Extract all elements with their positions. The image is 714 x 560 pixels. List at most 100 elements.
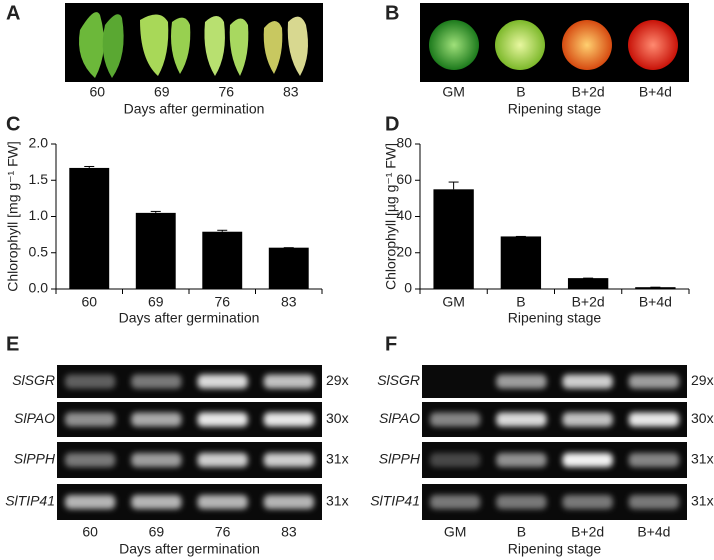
gel-band — [496, 412, 547, 427]
panel-letter: D — [385, 113, 399, 135]
x-axis-title: Days after germination — [119, 310, 260, 326]
gel-band — [562, 495, 613, 509]
cycle-label: 31x — [691, 493, 714, 509]
gene-label: SlSGR — [377, 372, 420, 388]
cycle-label: 29x — [326, 372, 349, 388]
photo-label: GM — [442, 84, 465, 100]
gel-band — [628, 412, 679, 427]
bar — [635, 287, 676, 289]
lane-label: 60 — [82, 524, 98, 540]
gene-label: SlSGR — [12, 372, 55, 388]
gel-band — [131, 495, 182, 509]
photo-label: B+4d — [639, 84, 672, 100]
lane-label: B — [517, 524, 526, 540]
bar — [69, 167, 110, 289]
gel-band — [628, 453, 679, 467]
y-tick-label: 1.0 — [29, 207, 49, 223]
y-tick-label: 0.5 — [29, 243, 49, 259]
cycle-label: 30x — [691, 410, 714, 426]
lane-label: B+4d — [637, 524, 670, 540]
x-tick-label: 83 — [281, 294, 297, 310]
gel-band — [131, 453, 182, 467]
gel-band — [263, 374, 314, 389]
gel-band — [430, 495, 481, 509]
cycle-label: 31x — [326, 451, 349, 467]
bar — [500, 236, 542, 289]
y-tick-label: 20 — [396, 243, 412, 259]
y-tick-label: 60 — [396, 171, 412, 187]
gene-label: SlTIP41 — [5, 493, 55, 509]
x-tick-label: 76 — [214, 294, 230, 310]
lane-label: 76 — [215, 524, 231, 540]
y-tick-label: 1.5 — [29, 171, 49, 187]
photo-label: 83 — [283, 84, 299, 100]
gel-band — [65, 495, 116, 509]
gel-band — [263, 495, 314, 509]
gel-band — [496, 495, 547, 509]
gel-band — [197, 453, 248, 467]
x-tick-label: 60 — [81, 294, 97, 310]
gel-band — [65, 412, 116, 427]
gel-band — [496, 374, 547, 389]
bar — [135, 212, 176, 289]
tomato-photo — [420, 3, 689, 82]
gel-band — [197, 374, 248, 389]
x-tick-label: B+2d — [572, 294, 605, 310]
photo-label: B+2d — [572, 84, 605, 100]
x-tick-label: B+4d — [639, 294, 672, 310]
panel-letter: E — [6, 333, 19, 355]
y-tick-label: 0.0 — [29, 280, 49, 296]
gene-label: SlTIP41 — [370, 493, 420, 509]
x-axis-title: Ripening stage — [508, 310, 602, 326]
photo-label: 76 — [218, 84, 234, 100]
gel-band — [562, 374, 613, 389]
y-axis-title: Chlorophyll [mg g⁻¹ FW] — [5, 141, 21, 292]
gene-label: SlPAO — [379, 410, 420, 426]
y-tick-label: 0 — [404, 280, 412, 296]
lane-label: B+2d — [571, 524, 604, 540]
gel-band — [562, 453, 613, 467]
y-axis-title: Chlorophyll [µg g⁻¹ FW] — [383, 143, 399, 290]
cycle-label: 31x — [691, 451, 714, 467]
x-tick-label: 69 — [148, 294, 164, 310]
bar — [433, 189, 474, 289]
cycle-label: 31x — [326, 493, 349, 509]
gel-xlabel: Ripening stage — [508, 541, 602, 557]
error-bar — [84, 165, 95, 168]
gel-band — [496, 453, 547, 467]
gel-band — [197, 495, 248, 509]
gene-label: SlPPH — [14, 451, 56, 467]
bar — [268, 247, 309, 289]
gel-band — [562, 412, 613, 427]
panel-letter: B — [385, 2, 399, 24]
leaf-photo — [65, 3, 323, 82]
gel-band — [65, 374, 116, 389]
panel-letter: C — [6, 113, 20, 135]
y-tick-label: 2.0 — [29, 135, 49, 151]
gel-band — [628, 374, 679, 389]
photo-label: 69 — [154, 84, 170, 100]
gel-band — [131, 412, 182, 427]
cycle-label: 29x — [691, 372, 714, 388]
error-bar — [217, 229, 228, 232]
gene-label: SlPAO — [14, 410, 55, 426]
lane-label: 69 — [149, 524, 165, 540]
error-bar — [150, 210, 161, 213]
bar — [202, 231, 243, 289]
gel-band — [430, 453, 481, 467]
gel-band — [65, 453, 116, 467]
gel-band — [263, 412, 314, 427]
gel-band — [131, 374, 182, 389]
panel-letter: A — [6, 2, 20, 24]
x-tick-label: B — [516, 294, 525, 310]
x-tick-label: GM — [442, 294, 465, 310]
gel-band — [263, 453, 314, 467]
gel-band — [197, 412, 248, 427]
lane-label: GM — [444, 524, 467, 540]
gel-band — [628, 495, 679, 509]
photo-label: 60 — [89, 84, 105, 100]
photo-xlabel: Ripening stage — [508, 101, 602, 117]
lane-label: 83 — [281, 524, 297, 540]
y-tick-label: 80 — [396, 135, 412, 151]
